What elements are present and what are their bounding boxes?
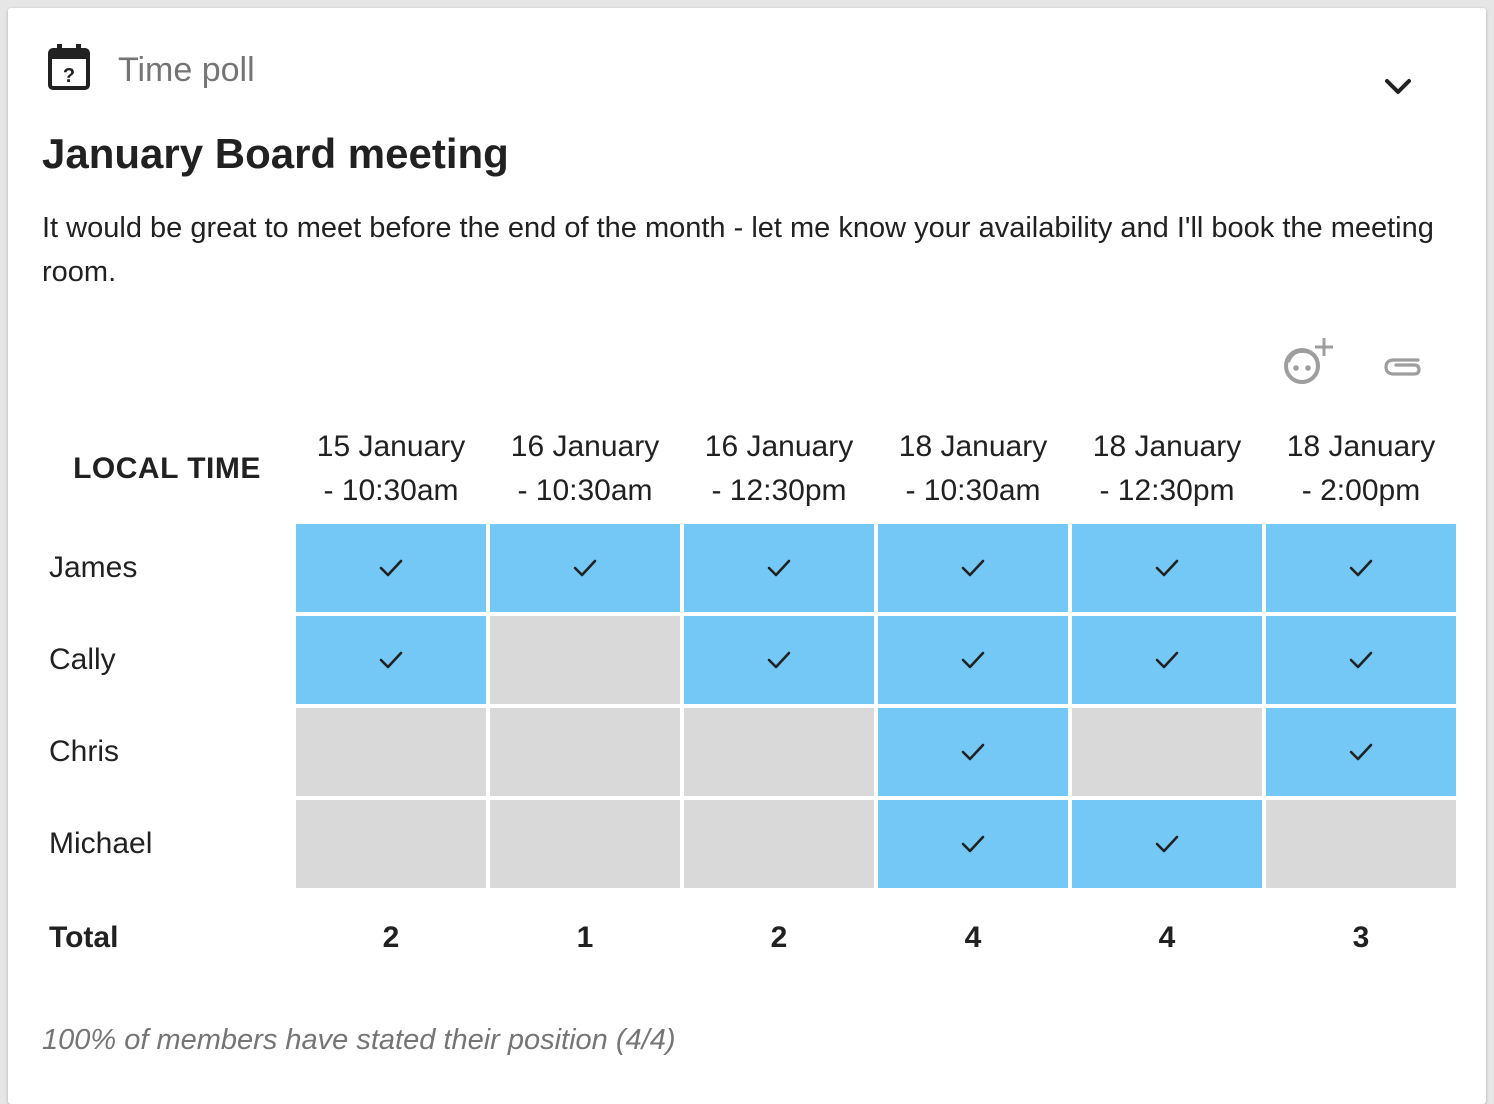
checkmark-icon xyxy=(573,559,597,577)
table-header-row: LOCAL TIME 15 January - 10:30am 16 Januar… xyxy=(40,416,1458,522)
calendar-question-icon: ? xyxy=(48,44,90,90)
checkmark-icon xyxy=(1349,651,1373,669)
vote-cell[interactable] xyxy=(294,614,488,706)
vote-cell[interactable] xyxy=(1070,706,1264,798)
table-row: Chris xyxy=(40,706,1458,798)
vote-cell[interactable] xyxy=(1070,522,1264,614)
checkmark-icon xyxy=(1155,651,1179,669)
poll-title: January Board meeting xyxy=(42,130,509,177)
vote-cell[interactable] xyxy=(682,798,876,890)
vote-cell[interactable] xyxy=(488,522,682,614)
table-row: Michael xyxy=(40,798,1458,890)
member-name: Cally xyxy=(49,643,116,676)
checkmark-icon xyxy=(379,559,403,577)
poll-type-label: Time poll xyxy=(118,51,255,89)
member-name: Michael xyxy=(49,827,153,860)
chevron-down-icon[interactable] xyxy=(1376,64,1420,108)
vote-cell[interactable] xyxy=(294,798,488,890)
total-label: Total xyxy=(49,921,119,954)
column-time: - 10:30am xyxy=(517,474,653,507)
column-header: 18 January - 12:30pm xyxy=(1070,416,1264,522)
column-time: - 2:00pm xyxy=(1301,474,1421,507)
column-date: 18 January xyxy=(898,430,1048,463)
checkmark-icon xyxy=(767,651,791,669)
checkmark-icon xyxy=(379,651,403,669)
column-time: - 12:30pm xyxy=(711,474,847,507)
column-header: 16 January - 10:30am xyxy=(488,416,682,522)
checkmark-icon xyxy=(1155,559,1179,577)
table-row: Cally xyxy=(40,614,1458,706)
vote-cell[interactable] xyxy=(876,798,1070,890)
checkmark-icon xyxy=(961,559,985,577)
table-row: James xyxy=(40,522,1458,614)
time-poll-card: ? Time poll January Board meeting It wou… xyxy=(8,8,1486,1104)
column-time: - 10:30am xyxy=(905,474,1041,507)
vote-cell[interactable] xyxy=(488,798,682,890)
totals-row: Total 2 1 2 4 4 3 xyxy=(40,890,1458,986)
vote-cell[interactable] xyxy=(294,706,488,798)
column-header: 16 January - 12:30pm xyxy=(682,416,876,522)
vote-cell[interactable] xyxy=(876,522,1070,614)
vote-cell[interactable] xyxy=(876,614,1070,706)
svg-text:?: ? xyxy=(63,65,75,87)
checkmark-icon xyxy=(961,835,985,853)
column-time: - 12:30pm xyxy=(1099,474,1235,507)
total-value: 3 xyxy=(1352,921,1370,954)
poll-description: It would be great to meet before the end… xyxy=(42,212,1434,288)
column-date: 18 January xyxy=(1092,430,1242,463)
total-value: 1 xyxy=(576,921,594,954)
checkmark-icon xyxy=(1155,835,1179,853)
vote-cell[interactable] xyxy=(488,706,682,798)
total-value: 2 xyxy=(770,921,788,954)
total-value: 2 xyxy=(382,921,400,954)
column-header: 15 January - 10:30am xyxy=(294,416,488,522)
vote-cell[interactable] xyxy=(682,522,876,614)
vote-cell[interactable] xyxy=(682,706,876,798)
vote-cell[interactable] xyxy=(876,706,1070,798)
availability-table: LOCAL TIME 15 January - 10:30am 16 Januar… xyxy=(40,416,1458,986)
vote-cell[interactable] xyxy=(682,614,876,706)
total-value: 4 xyxy=(964,921,982,954)
vote-cell[interactable] xyxy=(1264,706,1458,798)
checkmark-icon xyxy=(961,651,985,669)
column-date: 15 January xyxy=(316,430,466,463)
column-header: 18 January - 10:30am xyxy=(876,416,1070,522)
vote-cell[interactable] xyxy=(294,522,488,614)
local-time-label: LOCAL TIME xyxy=(73,452,261,485)
checkmark-icon xyxy=(1349,559,1373,577)
checkmark-icon xyxy=(767,559,791,577)
member-name: James xyxy=(49,551,138,584)
vote-cell[interactable] xyxy=(1070,798,1264,890)
column-date: 16 January xyxy=(510,430,660,463)
add-reaction-icon[interactable] xyxy=(1280,336,1334,388)
column-time: - 10:30am xyxy=(323,474,459,507)
vote-cell[interactable] xyxy=(1070,614,1264,706)
paperclip-icon[interactable] xyxy=(1380,348,1424,384)
vote-cell[interactable] xyxy=(1264,522,1458,614)
column-header: 18 January - 2:00pm xyxy=(1264,416,1458,522)
vote-cell[interactable] xyxy=(1264,798,1458,890)
checkmark-icon xyxy=(961,743,985,761)
member-name: Chris xyxy=(49,735,120,768)
column-date: 16 January xyxy=(704,430,854,463)
vote-cell[interactable] xyxy=(488,614,682,706)
vote-cell[interactable] xyxy=(1264,614,1458,706)
checkmark-icon xyxy=(1349,743,1373,761)
column-date: 18 January xyxy=(1286,430,1436,463)
response-status: 100% of members have stated their positi… xyxy=(42,1024,676,1056)
total-value: 4 xyxy=(1158,921,1176,954)
